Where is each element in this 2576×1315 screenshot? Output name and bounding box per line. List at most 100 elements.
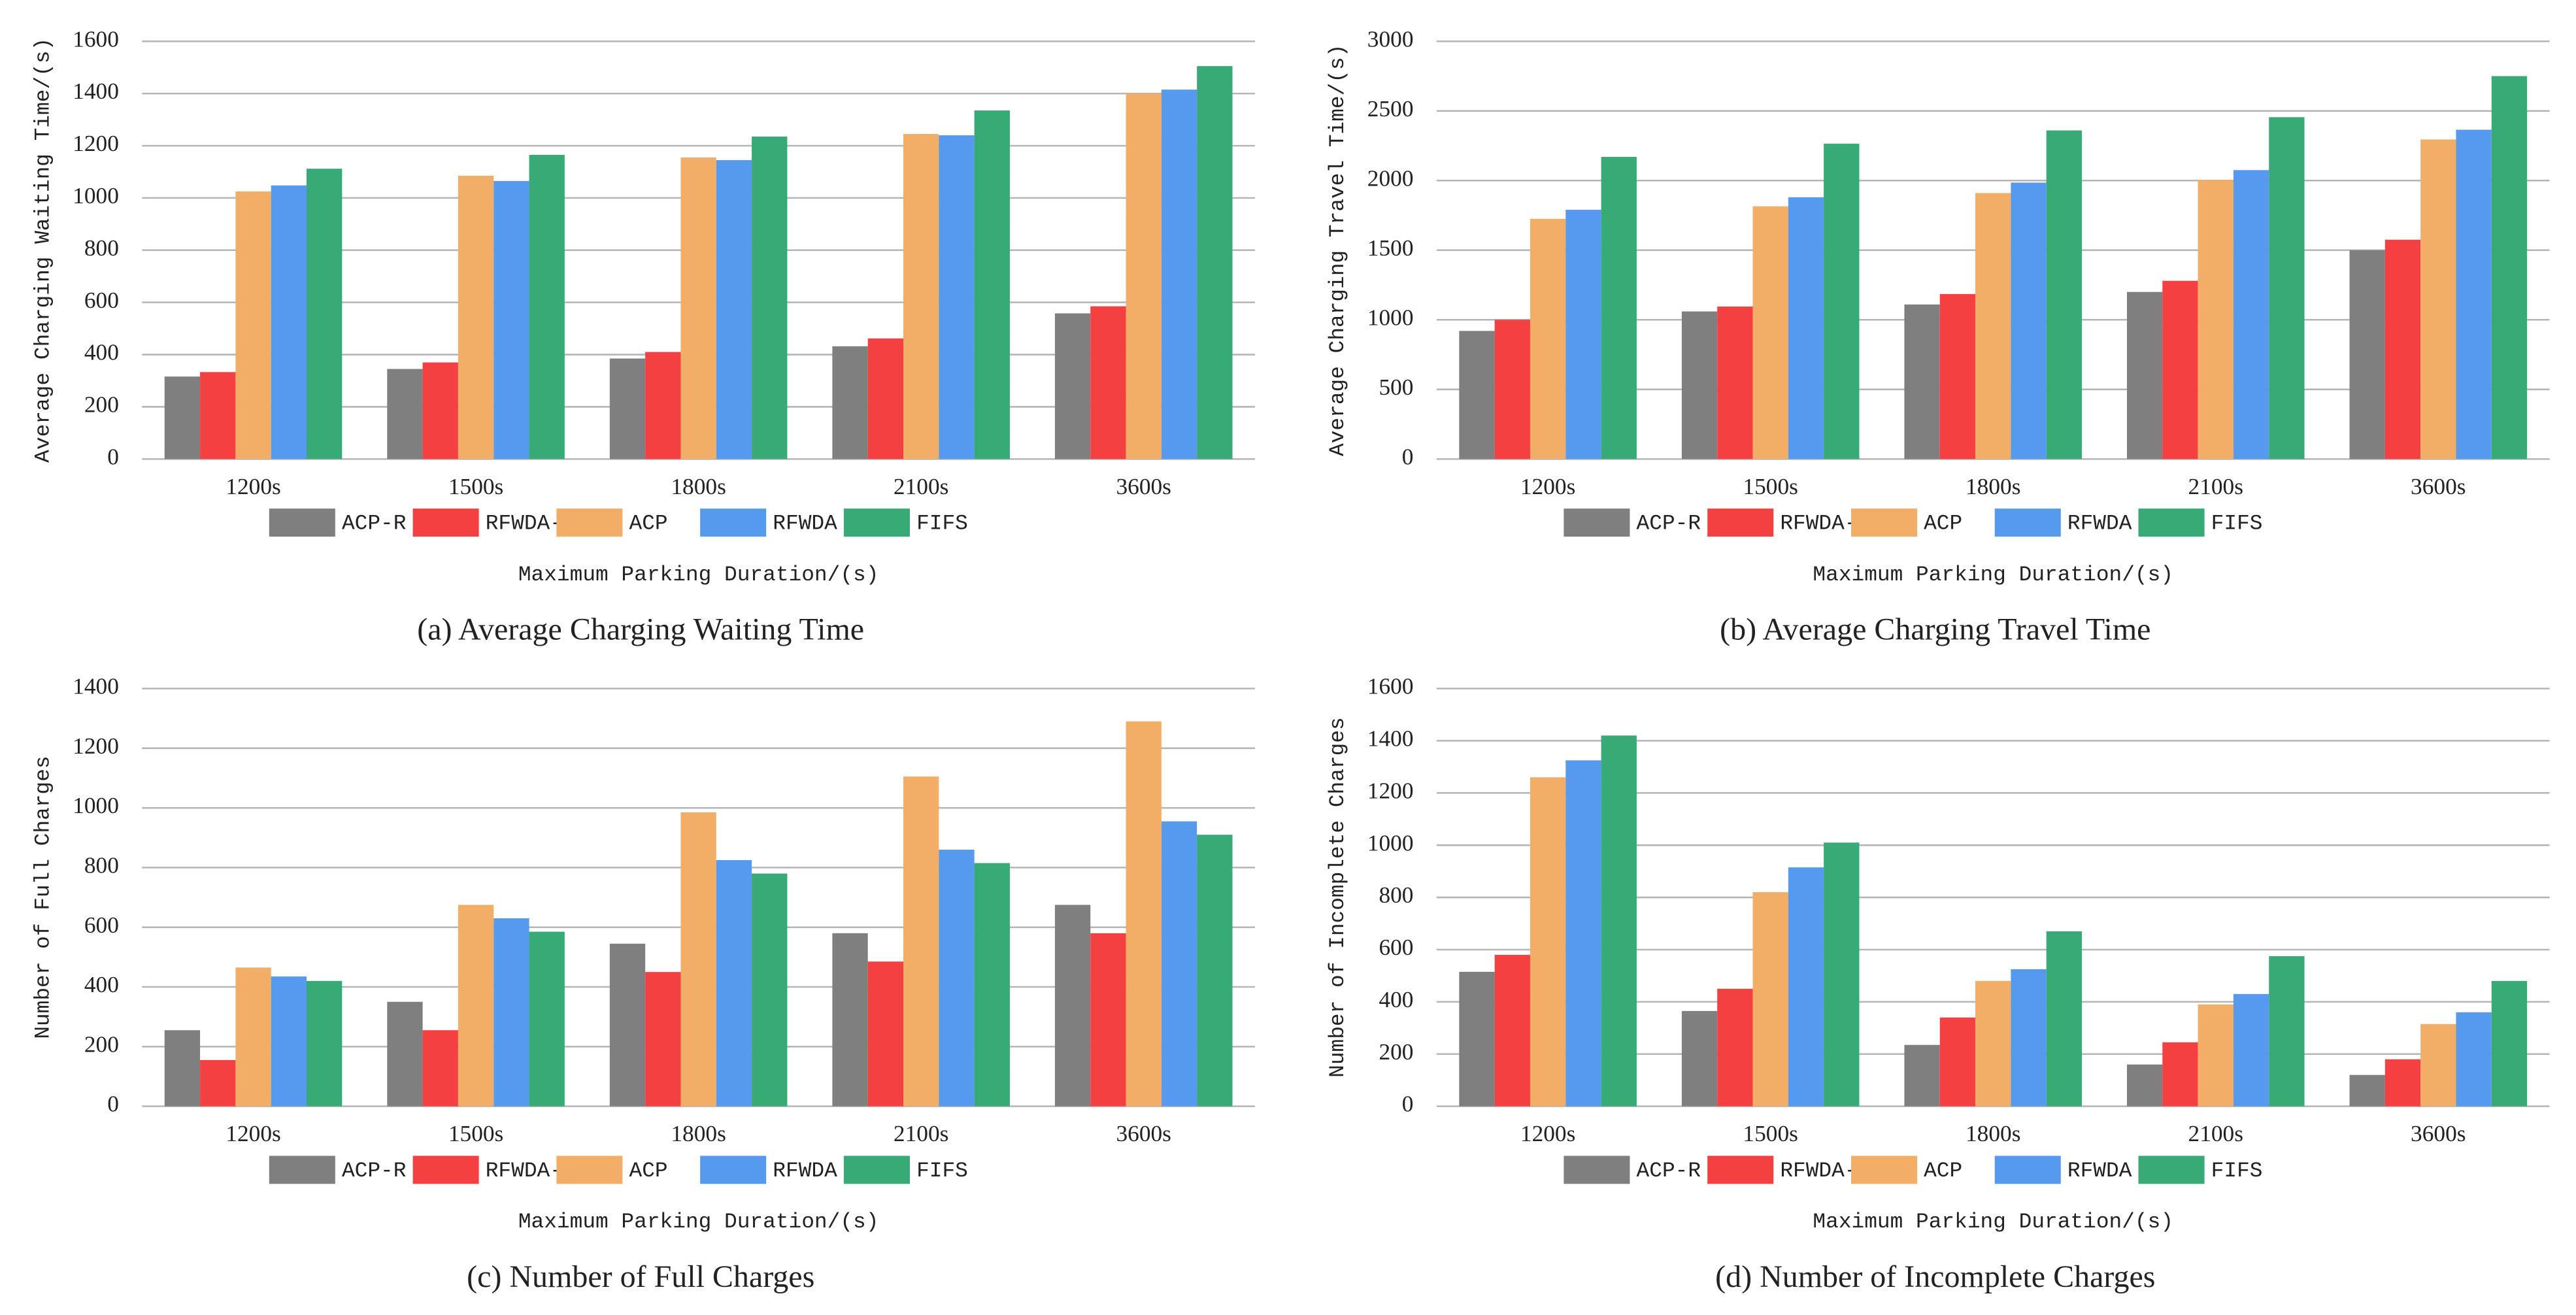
legend-label: FIFS [2211,512,2263,536]
bar [645,972,681,1107]
y-tick-label: 0 [1402,443,1414,469]
caption: (a) Average Charging Waiting Time [417,612,864,647]
y-tick-label: 1200 [73,733,119,759]
bar [2491,76,2528,459]
legend-label: RFWDA [2067,512,2132,536]
bar [458,905,494,1107]
y-tick-label: 800 [1379,882,1413,908]
bar [2162,280,2198,459]
bar [387,369,423,459]
legend-swatch [2138,508,2205,537]
bar [387,1001,423,1107]
bar [1565,209,1601,459]
bar [1565,760,1601,1107]
bar [1788,867,1824,1107]
bar [1939,1017,1976,1107]
y-tick-label: 1400 [73,673,119,699]
legend-label: ACP [1924,512,1962,536]
bar [1939,293,1976,459]
bar [939,135,975,459]
legend-swatch [556,508,623,537]
bar [680,812,716,1107]
bar [2491,980,2528,1107]
legend-label: FIFS [2211,1159,2263,1183]
bar [1197,835,1233,1107]
bar [2233,170,2269,459]
bar [493,918,529,1107]
legend-label: ACP [629,1159,668,1183]
bar [2456,1012,2492,1107]
bar [903,134,939,459]
bar [2384,239,2421,459]
bar [1601,735,1637,1107]
bar [164,1030,201,1107]
x-tick-label: 1800s [671,473,726,499]
bar [493,180,529,459]
legend-swatch [269,508,335,537]
legend-swatch [1564,1156,1630,1184]
bar [1975,193,2011,459]
legend-label: ACP [1924,1159,1962,1183]
y-axis-label: Average Charging Waiting Time/(s) [31,38,55,463]
x-axis-label: Maximum Parking Duration/(s) [1813,563,2173,587]
bar [903,776,939,1107]
y-tick-label: 200 [84,391,119,418]
bar [164,376,201,459]
bar [645,352,681,459]
bar [1717,988,1753,1107]
bar [1530,218,1566,459]
bar [422,1030,458,1107]
y-tick-label: 600 [84,287,119,313]
bar [2046,931,2083,1107]
bar [1161,821,1197,1107]
bar [1054,313,1091,459]
bar [1681,311,1718,459]
bar [458,175,494,459]
bar [832,346,868,459]
y-tick-label: 1000 [1367,304,1414,330]
bar [716,159,752,459]
bar [752,136,788,459]
y-tick-label: 0 [107,443,119,469]
bar [939,850,975,1107]
bar [2456,129,2492,459]
legend-swatch [1994,1156,2061,1184]
x-tick-label: 3600s [2411,1120,2466,1146]
bar [1494,320,1530,459]
x-tick-label: 1500s [448,473,503,499]
bar [2233,993,2269,1107]
bar [307,169,343,459]
chart-panel: 0 200 400 600 800 1000 1200 1400 1600 1200s 1500s 1… [31,25,1255,647]
y-tick-label: 600 [84,912,119,938]
legend-swatch [412,1156,479,1184]
x-tick-label: 3600s [2411,473,2466,499]
bar [716,860,752,1107]
y-tick-label: 800 [84,235,119,261]
legend-swatch [1707,1156,1774,1184]
x-axis-label: Maximum Parking Duration/(s) [518,563,879,587]
x-tick-label: 1800s [1965,1120,2020,1146]
y-tick-label: 800 [84,852,119,878]
bar [235,191,271,459]
y-tick-label: 1000 [1367,829,1414,856]
y-tick-label: 1400 [73,78,119,104]
legend-label: FIFS [916,512,968,536]
y-tick-label: 3000 [1367,25,1414,52]
bar [2046,130,2083,459]
caption: (c) Number of Full Charges [467,1259,814,1294]
bar [2269,117,2305,459]
bar [2420,139,2456,459]
x-tick-label: 1200s [1520,473,1575,499]
caption: (b) Average Charging Travel Time [1720,612,2150,647]
bar [1054,905,1091,1107]
chart-panel: 0 200 400 600 800 1000 1200 1400 1200s 1500s 1800s… [31,673,1255,1294]
legend-swatch [269,1156,335,1184]
bar [307,980,343,1107]
bar [832,933,868,1107]
bar [1126,93,1162,459]
bar [2384,1059,2421,1107]
bar [1126,721,1162,1107]
chart-panel: 0 500 1000 1500 2000 2500 3000 1200s 1500s 1800s 2… [1326,25,2550,647]
x-tick-label: 1800s [1965,473,2020,499]
